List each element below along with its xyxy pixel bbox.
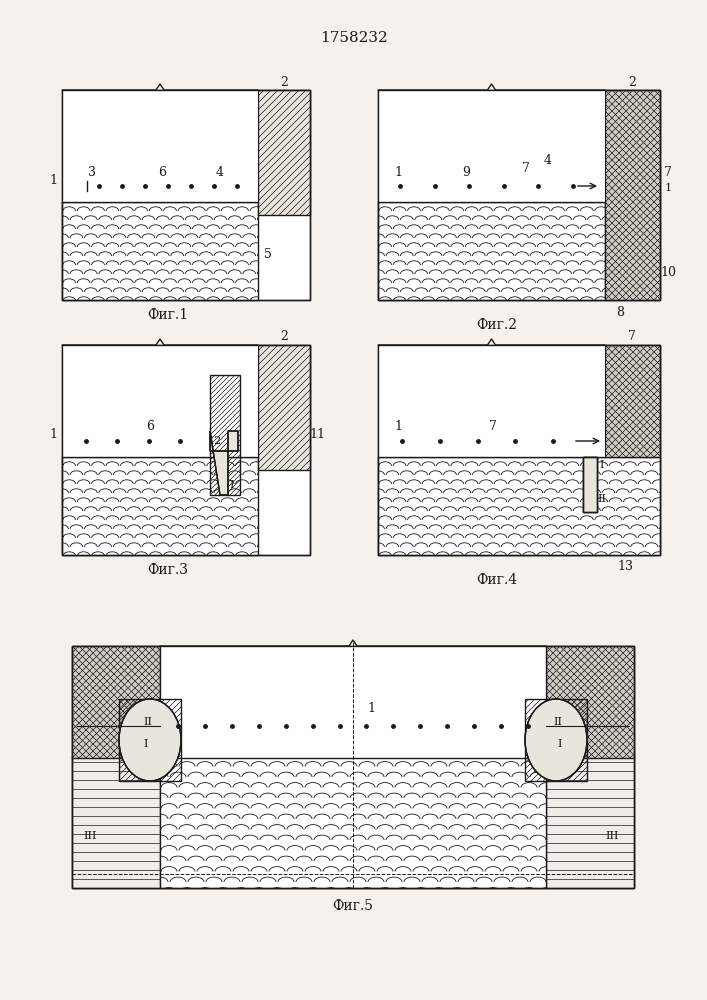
- Text: Фиг.3: Фиг.3: [148, 563, 189, 577]
- Text: I: I: [230, 480, 234, 490]
- Ellipse shape: [119, 699, 181, 781]
- Polygon shape: [210, 431, 238, 495]
- Text: 13: 13: [617, 560, 633, 574]
- Bar: [160, 646, 546, 758]
- Text: 4: 4: [544, 153, 552, 166]
- Text: 1: 1: [49, 428, 57, 442]
- Text: II: II: [144, 717, 153, 727]
- Bar: [72, 756, 160, 888]
- Text: 5: 5: [264, 248, 272, 261]
- Bar: [72, 646, 634, 888]
- Bar: [72, 646, 160, 758]
- Bar: [62, 90, 258, 202]
- Text: III: III: [83, 831, 97, 841]
- Text: 2: 2: [280, 76, 288, 89]
- Bar: [62, 90, 310, 300]
- Text: 11: 11: [309, 428, 325, 442]
- Text: 1: 1: [367, 702, 375, 714]
- Bar: [119, 699, 181, 781]
- Text: 1: 1: [49, 174, 57, 186]
- Bar: [62, 202, 258, 300]
- Text: 7: 7: [489, 420, 497, 434]
- Bar: [546, 756, 634, 888]
- Bar: [378, 90, 660, 300]
- Text: 3: 3: [88, 165, 96, 178]
- Text: 10: 10: [660, 265, 676, 278]
- Text: 9: 9: [462, 165, 470, 178]
- Bar: [378, 345, 660, 555]
- Text: 4: 4: [216, 165, 224, 178]
- Text: II: II: [554, 717, 563, 727]
- Bar: [62, 90, 310, 300]
- Text: Фиг.4: Фиг.4: [477, 573, 518, 587]
- Bar: [62, 345, 310, 555]
- Bar: [378, 90, 660, 300]
- Bar: [378, 345, 660, 555]
- Text: 7: 7: [664, 165, 672, 178]
- Bar: [258, 345, 310, 470]
- Bar: [160, 756, 546, 888]
- Text: 7: 7: [522, 161, 530, 174]
- Text: 8: 8: [616, 306, 624, 318]
- Text: I: I: [144, 739, 148, 749]
- Text: I: I: [600, 460, 604, 470]
- Bar: [583, 457, 597, 512]
- Bar: [378, 90, 605, 202]
- Bar: [258, 90, 310, 215]
- Bar: [605, 345, 660, 457]
- Bar: [583, 457, 597, 512]
- Text: I: I: [558, 739, 562, 749]
- Bar: [210, 375, 240, 495]
- Text: Фиг.5: Фиг.5: [332, 899, 373, 913]
- Text: 6: 6: [158, 165, 166, 178]
- Bar: [72, 646, 634, 888]
- Ellipse shape: [525, 699, 587, 781]
- Text: 1: 1: [665, 183, 672, 193]
- Bar: [525, 699, 587, 781]
- Text: 1: 1: [394, 165, 402, 178]
- Bar: [378, 345, 605, 457]
- Bar: [605, 90, 660, 300]
- Bar: [62, 345, 310, 555]
- Text: Фиг.2: Фиг.2: [477, 318, 518, 332]
- Text: 2: 2: [280, 330, 288, 344]
- Text: 7: 7: [628, 330, 636, 344]
- Text: 1: 1: [394, 420, 402, 434]
- Text: Фиг.1: Фиг.1: [148, 308, 189, 322]
- Text: 2: 2: [628, 76, 636, 89]
- Bar: [583, 457, 597, 512]
- Bar: [378, 457, 660, 555]
- Bar: [546, 646, 634, 758]
- Text: 6: 6: [146, 420, 154, 434]
- Text: III: III: [605, 831, 619, 841]
- Bar: [62, 457, 258, 555]
- Text: 12: 12: [208, 436, 222, 446]
- Bar: [378, 202, 605, 300]
- Bar: [62, 345, 258, 457]
- Text: II: II: [597, 494, 607, 504]
- Text: 1758232: 1758232: [320, 31, 388, 45]
